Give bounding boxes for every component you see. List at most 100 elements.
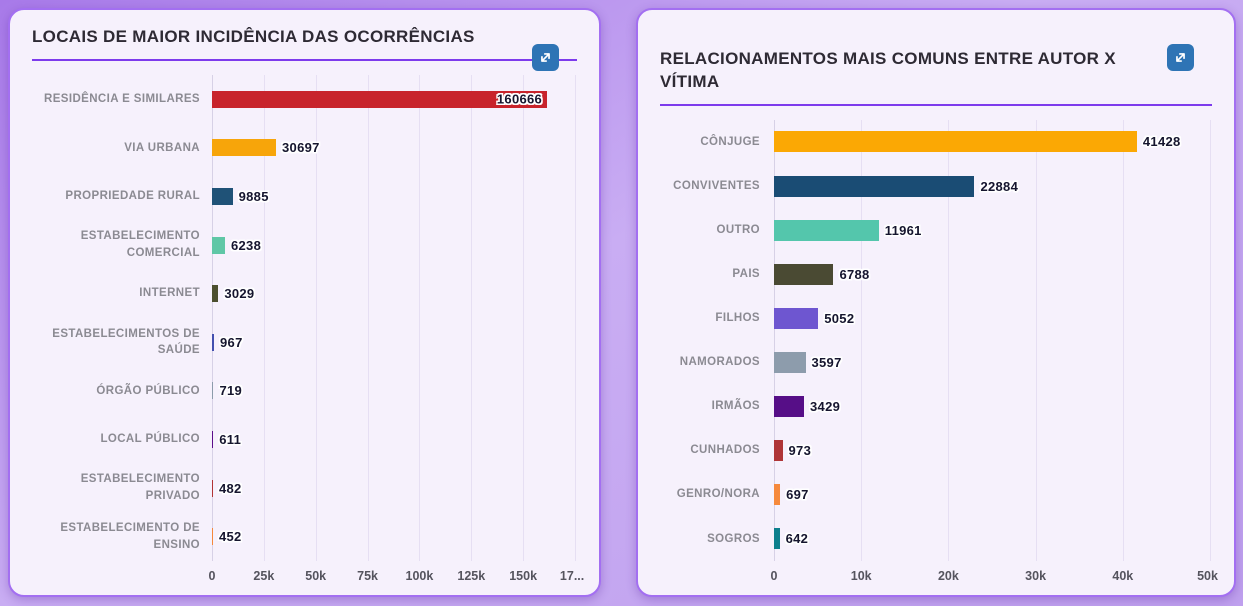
x-axis-tick: 100k [405, 569, 434, 583]
gridline [1122, 119, 1124, 561]
chart-row: PROPRIEDADE RURAL 9885 [32, 172, 577, 221]
gridline [523, 74, 525, 561]
chart-row: ESTABELECIMENTO DE ENSINO 452 [32, 512, 577, 561]
title-underline [660, 103, 1212, 106]
category-label: ESTABELECIMENTO DE ENSINO [60, 522, 200, 551]
bar[interactable] [774, 484, 781, 506]
bar[interactable] [212, 479, 213, 497]
bar[interactable] [212, 528, 213, 546]
gridline [1035, 119, 1037, 561]
bar[interactable]: 160666 [212, 90, 548, 108]
chart-row: ESTABELECIMENTO COMERCIAL 6238 [32, 221, 577, 270]
bar[interactable] [774, 263, 834, 285]
bar-track: 30697 [212, 139, 577, 157]
x-axis-tick: 0 [208, 569, 216, 583]
bar[interactable] [212, 382, 214, 400]
card-locais-ocorrencias: LOCAIS DE MAIOR INCIDÊNCIA DAS OCORRÊNCI… [8, 8, 601, 597]
chart-row: LOCAL PÚBLICO 611 [32, 415, 577, 464]
gridline [263, 74, 265, 561]
x-axis-tick: 75k [357, 569, 378, 583]
x-axis-tick: 20k [937, 569, 959, 583]
bar-track: 9885 [212, 187, 577, 205]
chart-row: IRMÃOS 3429 [660, 385, 1212, 429]
bar[interactable] [774, 351, 806, 373]
category-label: CÔNJUGE [700, 135, 760, 148]
x-axis-tick: 25k [253, 569, 275, 583]
category-label: ESTABELECIMENTO PRIVADO [80, 473, 200, 503]
category-label: ÓRGÃO PÚBLICO [96, 384, 200, 397]
gridline [948, 119, 950, 561]
bar[interactable] [212, 187, 233, 205]
card-title: RELACIONAMENTOS MAIS COMUNS ENTRE AUTOR … [660, 49, 1116, 91]
bar[interactable] [774, 219, 879, 241]
chart-row: GENRO/NORA 697 [660, 473, 1212, 517]
category-label: NAMORADOS [679, 356, 760, 369]
bar-track: 611 [212, 431, 577, 448]
bar-track: 11961 [774, 219, 1212, 241]
category-label: VIA URBANA [124, 141, 200, 154]
category-label: INTERNET [139, 287, 200, 300]
bar[interactable] [212, 139, 277, 157]
chart-row: RESIDÊNCIA E SIMILARES 160666 [32, 75, 577, 124]
chart-row: VIA URBANA 30697 [32, 124, 577, 173]
bar-track: 41428 [774, 131, 1212, 153]
value-label: 3029 [224, 286, 255, 302]
bar[interactable] [212, 333, 215, 351]
bar[interactable] [774, 396, 805, 418]
category-label: GENRO/NORA [676, 488, 760, 501]
bar-track: 3029 [212, 285, 577, 303]
expand-button[interactable] [532, 44, 559, 71]
title-underline [32, 58, 577, 61]
bar[interactable] [774, 131, 1137, 153]
bar[interactable] [774, 528, 780, 550]
category-label: PAIS [732, 267, 760, 280]
value-label: 6238 [231, 237, 262, 253]
chart-rows: CÔNJUGE 41428 CONVIVENTES 22884 OUTRO 11961 PA… [660, 120, 1212, 561]
value-label: 452 [218, 529, 242, 545]
chart-row: PAIS 6788 [660, 252, 1212, 296]
bar-track: 6238 [212, 236, 577, 254]
card-header: RELACIONAMENTOS MAIS COMUNS ENTRE AUTOR … [660, 26, 1212, 94]
value-label: 41428 [1142, 134, 1181, 150]
bar-track: 160666 [212, 90, 577, 108]
expand-diagonal-arrows-icon [1172, 49, 1189, 66]
x-axis-tick: 150k [509, 569, 538, 583]
expand-button[interactable] [1167, 44, 1194, 71]
gridline [1210, 119, 1211, 561]
chart-row: NAMORADOS 3597 [660, 340, 1212, 384]
category-label: RESIDÊNCIA E SIMILARES [44, 92, 200, 105]
chart-row: CÔNJUGE 41428 [660, 120, 1212, 164]
bar-track: 973 [774, 440, 1212, 462]
bar[interactable] [212, 236, 225, 254]
gridline [861, 119, 863, 561]
bar-chart-relacionamentos: CÔNJUGE 41428 CONVIVENTES 22884 OUTRO 11961 PA… [660, 119, 1218, 587]
value-label: 973 [788, 443, 812, 459]
x-axis-tick: 50k [1197, 569, 1218, 583]
x-axis-tick: 50k [305, 569, 327, 583]
card-header: LOCAIS DE MAIOR INCIDÊNCIA DAS OCORRÊNCI… [32, 26, 577, 71]
chart-row: OUTRO 11961 [660, 208, 1212, 252]
x-axis-tick: 0 [770, 569, 778, 583]
value-label: 611 [219, 432, 242, 447]
gridline [774, 119, 775, 561]
chart-row: INTERNET 3029 [32, 269, 577, 318]
x-axis-tick: 40k [1112, 569, 1134, 583]
value-label: 3429 [810, 399, 841, 415]
value-label: 22884 [980, 178, 1019, 194]
bar-track: 5052 [774, 307, 1212, 329]
x-axis-tick: 125k [457, 569, 486, 583]
bar[interactable] [774, 307, 819, 329]
x-axis-tick: 30k [1025, 569, 1047, 583]
value-label: 11961 [884, 222, 922, 238]
chart-row: FILHOS 5052 [660, 296, 1212, 340]
bar[interactable] [212, 285, 219, 303]
bar[interactable] [774, 440, 783, 462]
bar-track: 3429 [774, 396, 1212, 418]
category-label: IRMÃOS [711, 400, 760, 413]
category-label: ESTABELECIMENTO COMERCIAL [80, 230, 200, 260]
bar-track: 3597 [774, 351, 1212, 373]
bar[interactable] [774, 175, 975, 197]
bar[interactable] [212, 431, 214, 448]
gridline [575, 74, 576, 561]
